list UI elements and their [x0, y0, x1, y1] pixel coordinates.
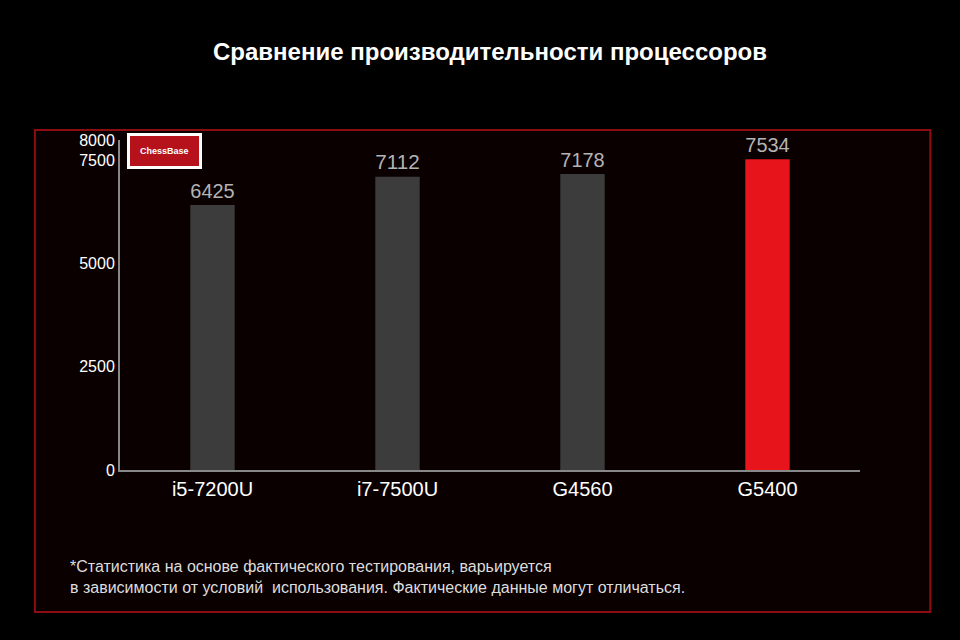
svg-text:*Статистика на основе фактичес: *Статистика на основе фактического тести… [70, 558, 685, 596]
svg-text:i5-7200U: i5-7200U [172, 478, 253, 500]
svg-text:6425: 6425 [190, 180, 234, 202]
svg-text:7500: 7500 [79, 152, 115, 169]
svg-text:0: 0 [106, 462, 115, 479]
svg-text:Сравнение производительности п: Сравнение производительности процессоров [213, 38, 767, 65]
svg-text:G5400: G5400 [737, 478, 797, 500]
svg-text:7178: 7178 [560, 149, 604, 171]
svg-text:5000: 5000 [79, 255, 115, 272]
svg-text:8000: 8000 [79, 132, 115, 149]
svg-text:G4560: G4560 [552, 478, 612, 500]
svg-text:7112: 7112 [375, 150, 419, 173]
svg-text:i7-7500U: i7-7500U [357, 478, 438, 500]
svg-text:7534: 7534 [745, 134, 789, 156]
svg-text:ChessBase: ChessBase [140, 146, 189, 156]
svg-text:2500: 2500 [79, 358, 115, 375]
